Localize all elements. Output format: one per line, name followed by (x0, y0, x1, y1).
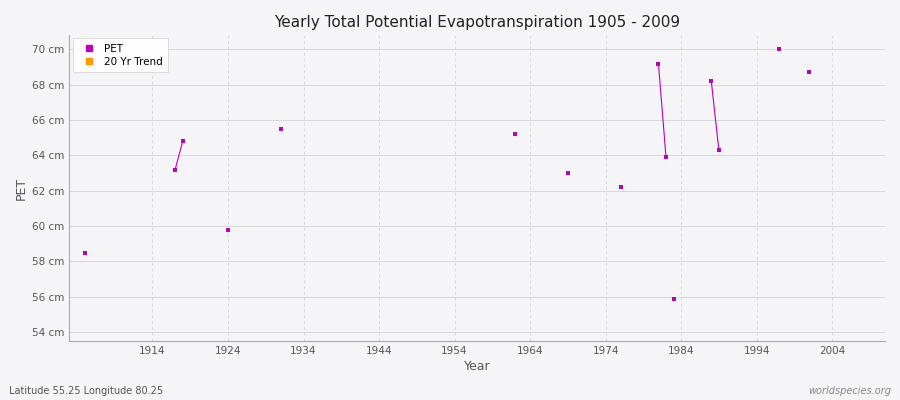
Point (77, 250, 92, 256)
Point (614, 184, 628, 190)
Point (772, 46, 787, 53)
Point (508, 131, 522, 138)
Point (561, 170, 575, 176)
Point (652, 60, 666, 67)
Point (802, 69, 816, 76)
Point (659, 154, 673, 160)
Point (176, 138, 190, 144)
Point (666, 295, 680, 302)
Legend: PET, 20 Yr Trend: PET, 20 Yr Trend (74, 38, 167, 72)
Point (704, 78, 718, 84)
Text: worldspecies.org: worldspecies.org (808, 386, 891, 396)
Point (274, 126, 288, 132)
Title: Yearly Total Potential Evapotranspiration 1905 - 2009: Yearly Total Potential Evapotranspiratio… (274, 15, 680, 30)
Text: Latitude 55.25 Longitude 80.25: Latitude 55.25 Longitude 80.25 (9, 386, 163, 396)
Point (168, 166, 183, 173)
Point (220, 226, 235, 233)
X-axis label: Year: Year (464, 360, 490, 373)
Y-axis label: PET: PET (15, 176, 28, 200)
Point (712, 147, 726, 153)
